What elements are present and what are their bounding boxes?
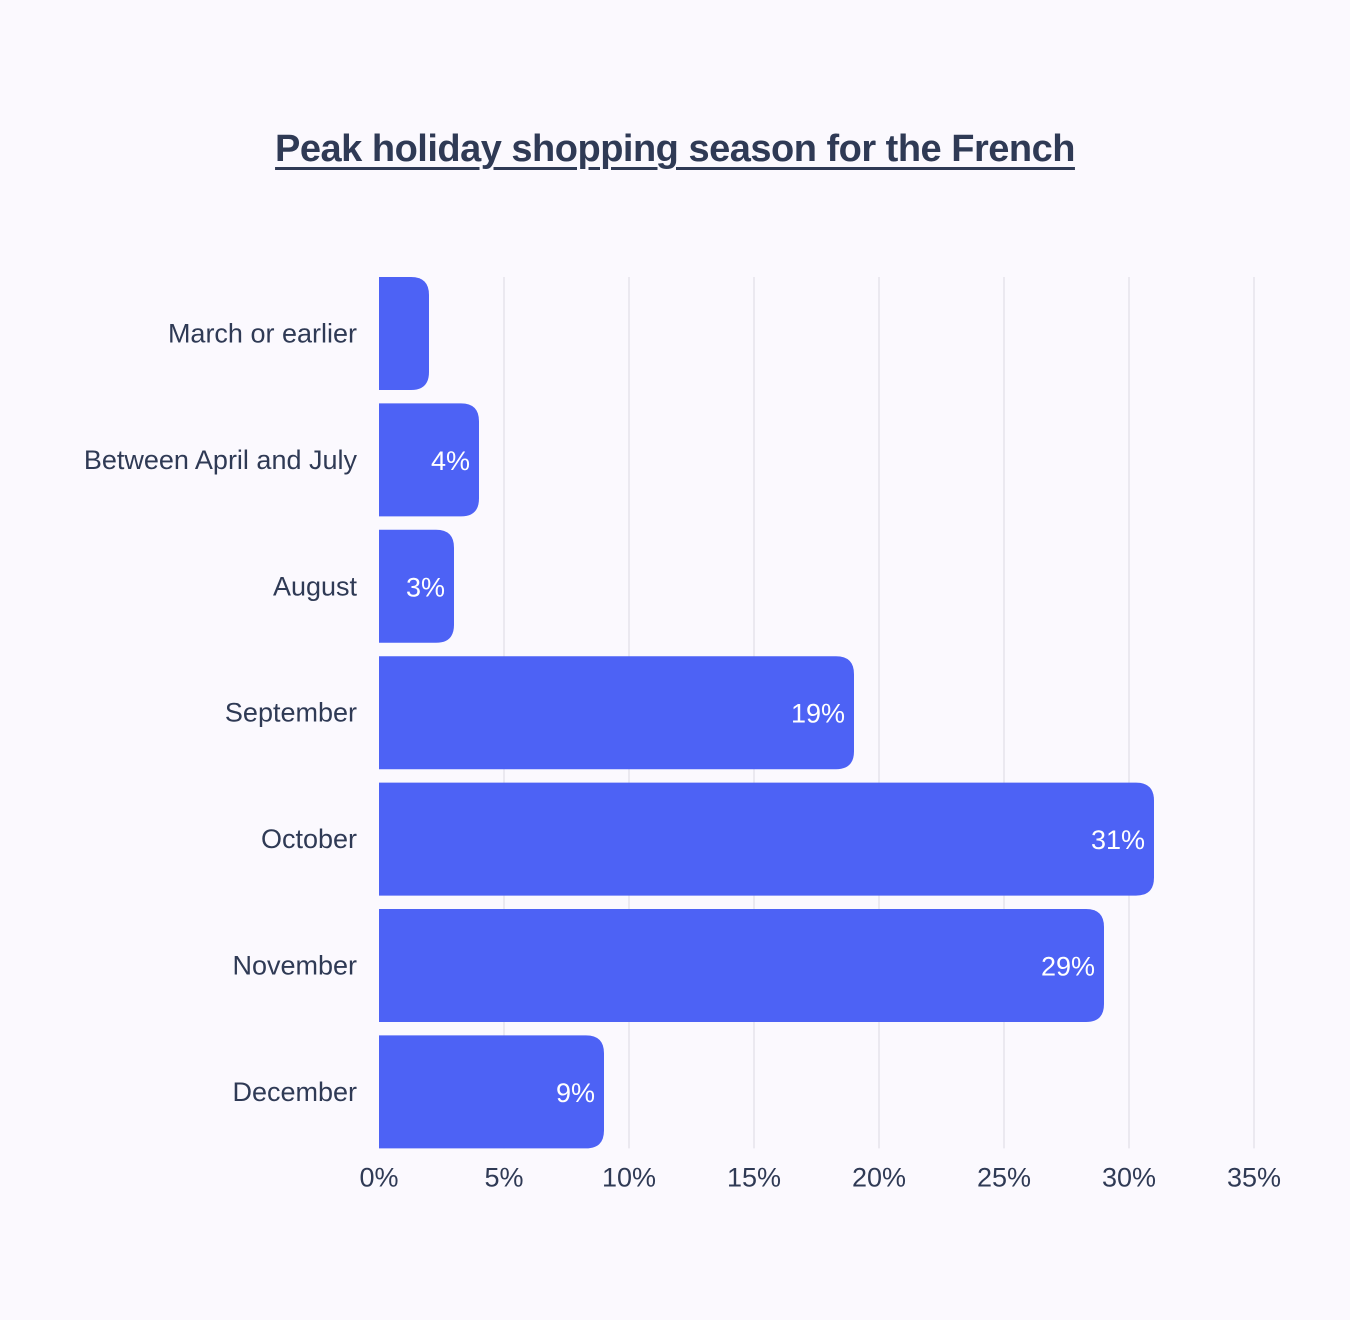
category-label: September [225, 698, 357, 728]
category-label: Between April and July [84, 445, 358, 475]
category-label: December [232, 1077, 357, 1107]
bar [379, 656, 854, 770]
bar-value-label: 19% [791, 699, 845, 729]
category-labels: March or earlier Between April and July Au… [84, 319, 358, 1107]
x-tick-label: 30% [1102, 1162, 1156, 1192]
bar-value-label: 29% [1041, 952, 1095, 982]
chart-title: Peak holiday shopping season for the Fre… [275, 128, 1075, 170]
x-tick-label: 15% [727, 1162, 781, 1192]
x-tick-label: 5% [484, 1162, 523, 1192]
x-tick-label: 10% [602, 1162, 656, 1192]
category-label: October [261, 824, 357, 854]
x-tick-label: 20% [852, 1162, 906, 1192]
bar [379, 782, 1154, 896]
x-axis-ticks: 0% 5% 10% 15% 20% 25% 30% 35% [359, 1162, 1281, 1192]
value-labels: 4% 3% 19% 31% 29% 9% [406, 446, 1145, 1108]
x-tick-label: 35% [1227, 1162, 1281, 1192]
category-label: March or earlier [168, 319, 357, 349]
bar [379, 403, 479, 517]
bar-value-label: 4% [431, 446, 470, 476]
bar-value-label: 9% [556, 1078, 595, 1108]
bar [379, 277, 429, 390]
category-label: November [232, 951, 357, 981]
bar [379, 909, 1104, 1022]
x-tick-label: 25% [977, 1162, 1031, 1192]
bar [379, 529, 454, 643]
bar-value-label: 31% [1091, 825, 1145, 855]
bar-value-label: 3% [406, 572, 445, 602]
category-label: August [273, 571, 358, 601]
bars [379, 277, 1154, 1149]
x-tick-label: 0% [359, 1162, 398, 1192]
bar [379, 1035, 604, 1149]
